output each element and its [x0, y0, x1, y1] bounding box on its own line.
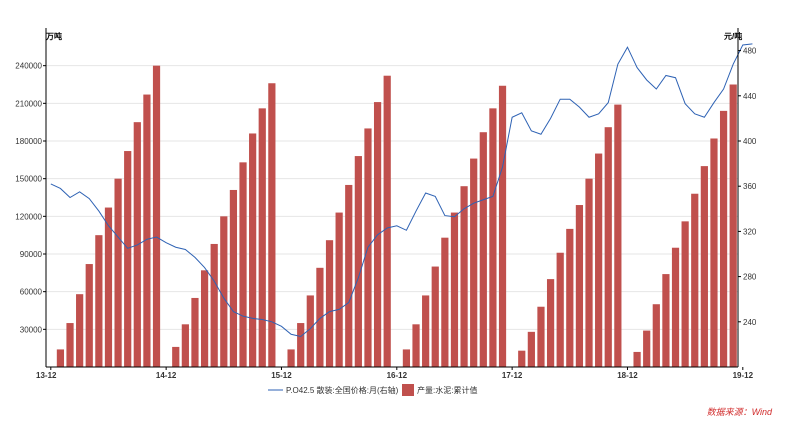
bar — [470, 158, 478, 367]
bar — [306, 295, 314, 367]
bar — [700, 166, 708, 367]
bar — [143, 94, 151, 368]
bar — [691, 193, 699, 367]
bar — [354, 156, 362, 367]
bar — [585, 178, 593, 367]
bar — [671, 247, 680, 367]
bar — [498, 85, 507, 367]
bar — [66, 323, 74, 367]
x-axis-ticks: 13-12 14-12 15-12 16-12 17-12 18-12 19-12 — [36, 367, 754, 380]
bar — [335, 212, 343, 367]
source-note: 数据来源：Wind — [706, 407, 772, 417]
bar — [124, 151, 132, 367]
legend-bar-label: 产量:水泥:累计值 — [417, 385, 477, 395]
bar — [104, 207, 113, 367]
bar — [431, 266, 439, 367]
bar — [325, 240, 334, 367]
bar — [95, 235, 103, 367]
bar — [210, 243, 218, 367]
x-tick-label: 19-12 — [733, 371, 754, 380]
right-axis-ticks: 240 280 320 360 400 440 480 — [738, 47, 757, 327]
bar — [200, 270, 209, 367]
bar — [402, 349, 411, 367]
left-tick-label: 240000 — [15, 62, 42, 71]
right-tick-label: 400 — [743, 137, 757, 146]
line-series-price — [50, 43, 753, 338]
left-tick-label: 180000 — [15, 137, 42, 146]
bar — [450, 212, 459, 367]
bar — [489, 108, 497, 367]
left-tick-label: 90000 — [20, 250, 43, 259]
right-tick-label: 280 — [743, 273, 757, 282]
bar — [383, 75, 391, 367]
bar — [191, 297, 199, 367]
bar-series — [56, 65, 737, 368]
bar — [652, 304, 660, 367]
gridlines — [46, 65, 738, 330]
x-tick-label: 13-12 — [36, 371, 57, 380]
left-tick-label: 150000 — [15, 175, 42, 184]
bar — [643, 330, 651, 367]
bar — [460, 186, 468, 367]
bar — [85, 264, 93, 367]
bar — [710, 138, 718, 367]
x-tick-label: 14-12 — [156, 371, 177, 380]
bar — [258, 108, 266, 367]
bar — [152, 65, 161, 368]
bar — [604, 127, 612, 367]
bar — [595, 153, 603, 367]
right-tick-label: 240 — [743, 318, 757, 327]
right-tick-label: 440 — [743, 92, 757, 101]
x-tick-label: 17-12 — [502, 371, 523, 380]
x-tick-label: 18-12 — [617, 371, 638, 380]
bar — [556, 252, 564, 367]
bar — [518, 350, 526, 367]
bar — [681, 221, 689, 367]
bar — [575, 205, 584, 367]
bar — [172, 346, 180, 367]
bar — [662, 274, 670, 367]
right-tick-label: 320 — [743, 227, 757, 236]
left-tick-label: 30000 — [20, 325, 43, 334]
bar — [633, 351, 641, 367]
bar — [181, 324, 189, 367]
left-axis-ticks: 30000 60000 90000 120000 150000 180000 210000 2… — [15, 62, 46, 334]
bar — [345, 184, 353, 367]
legend-line-label: P.O42.5 散装:全国价格:月(右轴) — [286, 385, 399, 395]
x-tick-label: 15-12 — [271, 371, 292, 380]
left-axis-unit: 万吨 — [45, 31, 62, 41]
bar — [249, 133, 257, 367]
bar — [441, 237, 449, 367]
bar — [76, 294, 84, 367]
bar — [537, 306, 545, 367]
bar — [114, 178, 122, 367]
right-tick-label: 360 — [743, 182, 757, 191]
bar — [412, 324, 420, 367]
bar — [297, 323, 305, 367]
legend-bar-swatch — [402, 384, 414, 396]
bar — [422, 295, 430, 367]
bar — [56, 349, 65, 367]
x-tick-label: 16-12 — [387, 371, 408, 380]
bar — [614, 104, 622, 367]
legend: P.O42.5 散装:全国价格:月(右轴) 产量:水泥:累计值 — [268, 384, 477, 396]
bar — [566, 228, 574, 367]
left-tick-label: 210000 — [15, 99, 42, 108]
bar — [239, 162, 247, 367]
left-tick-label: 120000 — [15, 212, 42, 221]
bar — [220, 216, 228, 367]
right-axis-unit: 元/吨 — [724, 31, 742, 41]
right-tick-label: 480 — [743, 47, 757, 56]
bar — [729, 84, 737, 367]
bar — [719, 110, 728, 367]
left-tick-label: 60000 — [20, 288, 43, 297]
bar — [546, 279, 555, 367]
bar — [479, 132, 487, 367]
bar — [527, 331, 535, 367]
bar — [316, 267, 324, 367]
bar — [229, 189, 238, 367]
bar — [268, 83, 276, 367]
bar — [287, 349, 295, 367]
